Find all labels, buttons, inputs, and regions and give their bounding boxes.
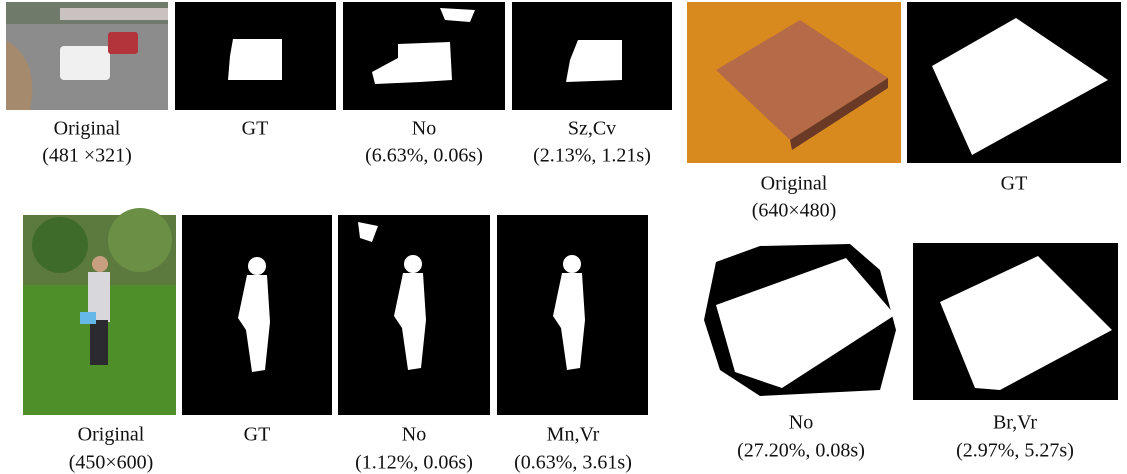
caption-detail: (6.63%, 0.06s) bbox=[365, 145, 483, 167]
image-gt-car bbox=[175, 2, 336, 110]
caption-detail: (640×480) bbox=[752, 200, 837, 222]
caption-label: Mn,Vr bbox=[547, 424, 600, 446]
image-szcv-car bbox=[512, 2, 672, 110]
image-no-box bbox=[699, 243, 903, 400]
caption-detail: (481 ×321) bbox=[42, 145, 132, 167]
image-brvr-box bbox=[913, 243, 1118, 400]
caption-label: No bbox=[789, 412, 813, 434]
image-mnvr-person bbox=[497, 215, 648, 415]
caption-label: No bbox=[402, 424, 426, 446]
caption-label: No bbox=[412, 118, 436, 140]
caption-label: GT bbox=[244, 424, 271, 446]
caption-detail: (2.97%, 5.27s) bbox=[956, 440, 1074, 462]
caption-label: Br,Vr bbox=[993, 412, 1037, 434]
image-gt-person bbox=[182, 215, 332, 415]
caption-label: Sz,Cv bbox=[568, 118, 616, 140]
caption-label: Original bbox=[54, 118, 121, 140]
caption-label: GT bbox=[1001, 173, 1028, 195]
image-no-car bbox=[343, 2, 505, 110]
caption-detail: (0.63%, 3.61s) bbox=[514, 452, 632, 474]
caption-detail: (450×600) bbox=[69, 452, 154, 474]
image-gt-box bbox=[907, 2, 1121, 163]
caption-detail: (2.13%, 1.21s) bbox=[533, 145, 651, 167]
image-original-box bbox=[687, 2, 901, 163]
figure: Original (481 ×321) GT No (6.63%, 0.06s)… bbox=[0, 0, 1127, 474]
image-no-person bbox=[338, 215, 490, 415]
caption-label: Original bbox=[761, 173, 828, 195]
image-original-person bbox=[23, 208, 176, 415]
caption-detail: (27.20%, 0.08s) bbox=[737, 440, 865, 462]
caption-detail: (1.12%, 0.06s) bbox=[355, 452, 473, 474]
caption-label: GT bbox=[242, 118, 269, 140]
image-original-car bbox=[6, 2, 168, 110]
caption-label: Original bbox=[78, 424, 145, 446]
